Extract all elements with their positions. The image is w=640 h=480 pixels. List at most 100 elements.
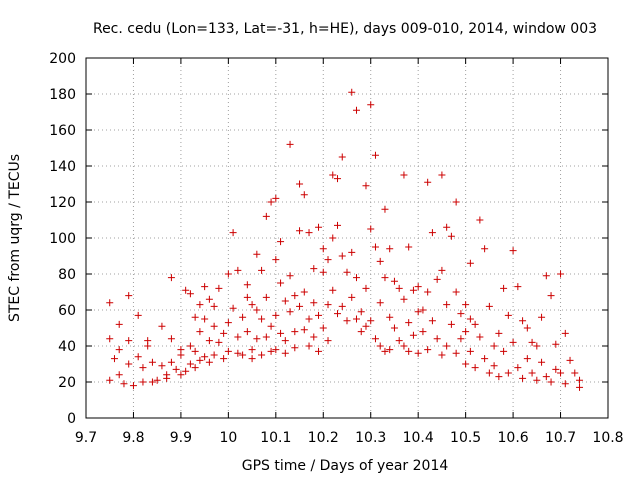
- data-point: [519, 317, 527, 325]
- y-tick-label: 120: [49, 195, 76, 211]
- data-point: [343, 268, 351, 276]
- data-point: [576, 376, 584, 384]
- data-point: [310, 265, 318, 273]
- data-point: [329, 171, 337, 179]
- data-point: [205, 337, 213, 345]
- data-point: [296, 302, 304, 310]
- data-point: [210, 351, 218, 359]
- data-point: [286, 308, 294, 316]
- data-point: [500, 284, 508, 292]
- data-point: [315, 223, 323, 231]
- data-point: [485, 302, 493, 310]
- y-tick-label: 20: [58, 375, 76, 391]
- data-point: [504, 311, 512, 319]
- data-point: [262, 293, 270, 301]
- y-tick-label: 100: [49, 231, 76, 247]
- data-point: [362, 322, 370, 330]
- data-point: [338, 252, 346, 260]
- data-point: [571, 369, 579, 377]
- data-point: [405, 347, 413, 355]
- data-point: [172, 365, 180, 373]
- data-point: [405, 243, 413, 251]
- data-point: [428, 317, 436, 325]
- data-point: [414, 283, 422, 291]
- data-point: [106, 376, 114, 384]
- data-point: [134, 353, 142, 361]
- data-point: [267, 322, 275, 330]
- data-point: [538, 358, 546, 366]
- data-point: [229, 304, 237, 312]
- data-point: [310, 333, 318, 341]
- data-point: [552, 365, 560, 373]
- data-point: [495, 373, 503, 381]
- data-point: [514, 283, 522, 291]
- data-point: [210, 322, 218, 330]
- data-point: [296, 180, 304, 188]
- data-point: [419, 306, 427, 314]
- data-point: [186, 290, 194, 298]
- data-point: [500, 347, 508, 355]
- data-point: [129, 382, 137, 390]
- data-point: [324, 256, 332, 264]
- x-tick-label: 10: [219, 430, 237, 446]
- data-point: [514, 364, 522, 372]
- data-point: [177, 371, 185, 379]
- data-point: [286, 272, 294, 280]
- data-point: [229, 229, 237, 237]
- data-point: [258, 315, 266, 323]
- data-point: [523, 324, 531, 332]
- data-point: [258, 266, 266, 274]
- data-point: [523, 355, 531, 363]
- data-point: [248, 346, 256, 354]
- data-point: [443, 223, 451, 231]
- x-tick-label: 10.6: [498, 430, 529, 446]
- data-point: [186, 342, 194, 350]
- data-point: [362, 182, 370, 190]
- data-point: [125, 292, 133, 300]
- data-point: [471, 364, 479, 372]
- data-point: [371, 335, 379, 343]
- data-point: [576, 383, 584, 391]
- data-point: [224, 319, 232, 327]
- data-point: [466, 347, 474, 355]
- data-point: [343, 317, 351, 325]
- data-point: [557, 369, 565, 377]
- x-tick-label: 9.9: [170, 430, 192, 446]
- data-point: [509, 247, 517, 255]
- data-point: [239, 313, 247, 321]
- data-point: [334, 175, 342, 183]
- data-point: [201, 353, 209, 361]
- data-point: [210, 302, 218, 310]
- data-point: [381, 274, 389, 282]
- data-point: [167, 358, 175, 366]
- data-point: [115, 346, 123, 354]
- data-point: [329, 286, 337, 294]
- data-point: [125, 337, 133, 345]
- data-point: [367, 317, 375, 325]
- data-point: [167, 274, 175, 282]
- data-point: [258, 351, 266, 359]
- data-point: [457, 335, 465, 343]
- x-tick-label: 10.4: [403, 430, 434, 446]
- data-point: [367, 225, 375, 233]
- data-point: [376, 299, 384, 307]
- y-tick-label: 0: [67, 411, 76, 427]
- data-point: [547, 378, 555, 386]
- data-point: [338, 153, 346, 161]
- data-point: [191, 347, 199, 355]
- data-point: [395, 284, 403, 292]
- data-point: [542, 373, 550, 381]
- data-point: [201, 283, 209, 291]
- data-point: [196, 301, 204, 309]
- data-point: [243, 281, 251, 289]
- data-point: [490, 362, 498, 370]
- y-tick-label: 180: [49, 87, 76, 103]
- data-point: [409, 331, 417, 339]
- data-point: [424, 178, 432, 186]
- data-points: [106, 88, 584, 391]
- x-tick-label: 10.7: [545, 430, 576, 446]
- data-point: [315, 347, 323, 355]
- y-tick-label: 40: [58, 339, 76, 355]
- data-point: [281, 297, 289, 305]
- data-point: [272, 256, 280, 264]
